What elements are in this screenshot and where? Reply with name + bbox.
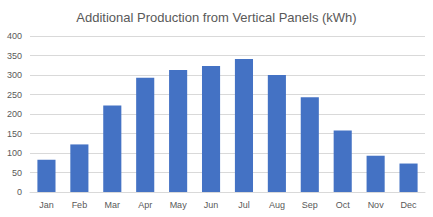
svg-text:Jun: Jun bbox=[204, 200, 219, 210]
svg-text:100: 100 bbox=[7, 148, 22, 158]
svg-text:250: 250 bbox=[7, 90, 22, 100]
svg-text:May: May bbox=[170, 200, 188, 210]
svg-text:Aug: Aug bbox=[269, 200, 285, 210]
svg-text:Dec: Dec bbox=[401, 200, 418, 210]
svg-text:200: 200 bbox=[7, 109, 22, 119]
svg-text:150: 150 bbox=[7, 129, 22, 139]
svg-text:Nov: Nov bbox=[368, 200, 385, 210]
svg-text:Jan: Jan bbox=[39, 200, 54, 210]
svg-text:0: 0 bbox=[17, 187, 22, 197]
svg-text:350: 350 bbox=[7, 51, 22, 61]
svg-text:Apr: Apr bbox=[138, 200, 152, 210]
svg-text:Additional Production from Ver: Additional Production from Vertical Pane… bbox=[76, 10, 356, 25]
svg-text:Oct: Oct bbox=[336, 200, 351, 210]
svg-text:400: 400 bbox=[7, 31, 22, 41]
svg-text:Sep: Sep bbox=[302, 200, 318, 210]
svg-text:300: 300 bbox=[7, 70, 22, 80]
svg-text:Feb: Feb bbox=[72, 200, 88, 210]
svg-text:Mar: Mar bbox=[105, 200, 121, 210]
svg-text:Jul: Jul bbox=[238, 200, 250, 210]
svg-text:50: 50 bbox=[12, 168, 22, 178]
